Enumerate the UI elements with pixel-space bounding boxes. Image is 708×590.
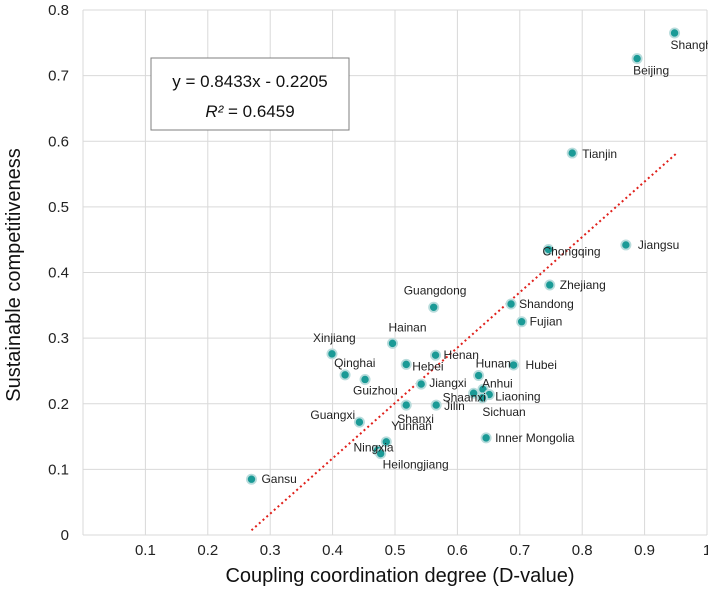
data-point-label: Hubei [526,358,557,372]
y-tick-label: 0.2 [48,396,69,413]
x-tick-label: 0.6 [447,542,468,559]
r-squared-text: R² = 0.6459 [205,102,294,121]
data-point-label: Hunan [476,357,511,371]
data-point [620,239,632,251]
data-point-label: Hainan [389,320,427,334]
x-tick-label: 0.1 [135,542,156,559]
data-point-label: Fujian [530,315,563,329]
y-axis-title: Sustainable competitiveness [3,148,25,401]
data-point [415,378,427,390]
x-tick-label: 0.4 [322,542,343,559]
data-point-label: Henan [444,348,479,362]
data-point-label: Jiangsu [638,238,679,252]
data-point [400,399,412,411]
data-point-label: Yunnan [391,419,432,433]
y-tick-label: 0.6 [48,133,69,150]
x-tick-label: 0.9 [634,542,655,559]
y-tick-label: 0.8 [48,2,69,19]
data-point [400,358,412,370]
data-point [375,448,387,460]
data-point [430,349,442,361]
data-point-label: Shanghai [671,38,708,52]
data-point-label: Gansu [261,472,296,486]
y-tick-label: 0.5 [48,199,69,216]
data-point [430,399,442,411]
x-tick-label: 0.8 [572,542,593,559]
equation-text: y = 0.8433x - 0.2205 [172,72,327,91]
data-point-label: Guizhou [353,383,398,397]
data-point [339,369,351,381]
y-tick-label: 0.7 [48,68,69,85]
data-point-label: Chongqing [543,245,601,259]
r-squared-label: R² [205,102,224,121]
data-point [473,370,485,382]
data-point-label: Inner Mongolia [495,431,575,445]
equation-box: y = 0.8433x - 0.2205 R² = 0.6459 [150,57,350,131]
x-tick-label: 0.3 [260,542,281,559]
data-point-label: Hebei [412,359,443,373]
data-point [669,27,681,39]
data-point-label: Jilin [444,399,465,413]
data-point-label: Tianjin [582,147,617,161]
y-tick-label: 0.1 [48,461,69,478]
data-point-label: Xinjiang [313,331,356,345]
data-point-label: Heilongjiang [383,458,449,472]
point-layer [245,27,681,485]
data-point [359,373,371,385]
data-point-label: Qinghai [334,356,375,370]
data-point [505,298,517,310]
data-point [353,416,365,428]
data-point-label: Shaanxi [443,390,486,404]
data-point-label: Sichuan [482,405,525,419]
data-point-label: Liaoning [495,390,540,404]
data-point-label: Zhejiang [560,278,606,292]
data-point [380,436,392,448]
data-point-label: Anhui [482,376,513,390]
data-point [468,387,480,399]
x-tick-label: 0.2 [197,542,218,559]
x-tick-label: 0.5 [385,542,406,559]
data-point-label: Beijing [633,64,669,78]
data-point [428,301,440,313]
x-tick-label: 1 [703,542,708,559]
data-point [326,348,338,360]
y-tick-label: 0.3 [48,330,69,347]
data-point [480,432,492,444]
y-tick-label: 0.4 [48,265,69,282]
data-point [516,316,528,328]
point-label-layer: ShanghaiBeijing Tianjin Jiangsu Chongqing Zh… [261,38,708,486]
data-point [566,147,578,159]
data-point-label: Shandong [519,297,574,311]
data-point [543,244,555,256]
data-point [476,392,488,404]
data-point [544,279,556,291]
data-point-label: Guangxi [310,408,355,422]
data-point [387,337,399,349]
data-point [245,473,257,485]
data-point-label: Jiangxi [429,376,466,390]
tick-layer: 0.1 0.2 0.3 0.4 0.5 0.6 0.7 0.8 0.9 1 0 0.1 0.2 0.3 0.… [48,2,708,559]
x-tick-label: 0.7 [509,542,530,559]
x-axis-title: Coupling coordination degree (D-value) [225,565,574,587]
y-tick-label: 0 [61,527,69,544]
r-squared-value: = 0.6459 [223,102,294,121]
data-point-label: Guangdong [404,283,467,297]
data-point [631,53,643,65]
data-point [508,359,520,371]
equation-box-frame [150,57,350,131]
data-point-label: Shanxi [397,412,434,426]
data-point-label: Ningxia [354,440,394,454]
